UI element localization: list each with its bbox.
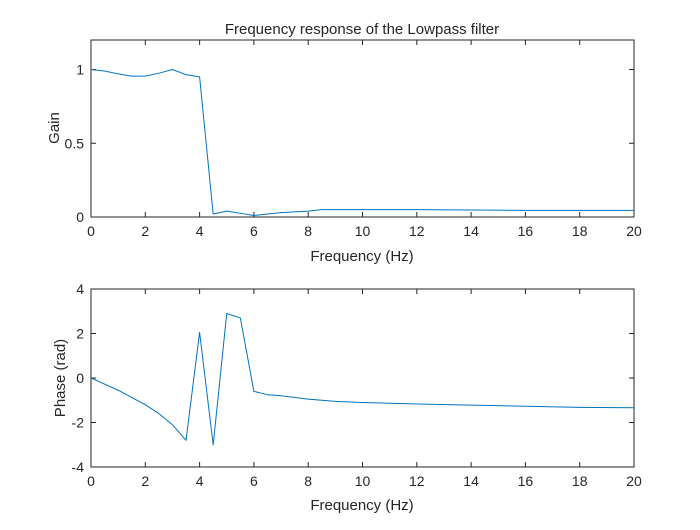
gain-x-tick-label: 12 bbox=[409, 223, 425, 239]
phase-y-tick-label: 4 bbox=[76, 281, 84, 297]
phase-x-tick-label: 8 bbox=[304, 473, 312, 489]
phase-axes-box bbox=[90, 288, 635, 468]
gain-y-axis-label: Gain bbox=[46, 112, 63, 144]
phase-y-tick-label: 2 bbox=[76, 326, 84, 342]
phase-x-tick-label: 20 bbox=[626, 473, 642, 489]
gain-y-tick-label: 0.5 bbox=[65, 135, 85, 151]
phase-x-axis-label: Frequency (Hz) bbox=[310, 497, 413, 514]
gain-x-tick-label: 0 bbox=[87, 223, 95, 239]
gain-x-axis-label: Frequency (Hz) bbox=[310, 248, 413, 265]
gain-y-tick-label: 0 bbox=[76, 209, 84, 225]
gain-series-line bbox=[90, 69, 634, 217]
phase-y-tick-label: 0 bbox=[76, 370, 84, 386]
gain-x-tick-label: 16 bbox=[518, 223, 534, 239]
phase-x-tick-label: 10 bbox=[355, 473, 371, 489]
gain-axes-box bbox=[90, 39, 635, 218]
gain-x-tick-label: 4 bbox=[196, 223, 204, 239]
gain-x-tick-label: 2 bbox=[141, 223, 149, 239]
phase-subplot: Frequency (Hz) Phase (rad) 0 2 4 6 8 10 12 14 16… bbox=[52, 281, 642, 514]
phase-x-tick-label: 2 bbox=[141, 473, 149, 489]
gain-x-tick-label: 20 bbox=[626, 223, 642, 239]
phase-series-line bbox=[90, 312, 635, 446]
gain-y-tick-label: 1 bbox=[76, 62, 84, 78]
phase-y-axis-label: Phase (rad) bbox=[52, 339, 69, 417]
gain-x-tick-label: 8 bbox=[304, 223, 312, 239]
gain-x-tick-label: 6 bbox=[250, 223, 258, 239]
gain-x-tick-label: 14 bbox=[463, 223, 479, 239]
gain-x-tick-label: 10 bbox=[355, 223, 371, 239]
phase-x-tick-label: 4 bbox=[196, 473, 204, 489]
gain-plot-title: Frequency response of the Lowpass filter bbox=[225, 21, 499, 38]
gain-x-tick-label: 18 bbox=[572, 223, 588, 239]
phase-y-tick-label: -4 bbox=[72, 459, 85, 475]
phase-x-tick-label: 16 bbox=[518, 473, 534, 489]
phase-x-tick-label: 6 bbox=[250, 473, 258, 489]
phase-x-tick-label: 18 bbox=[572, 473, 588, 489]
phase-x-tick-label: 0 bbox=[87, 473, 95, 489]
phase-y-tick-label: -2 bbox=[72, 415, 85, 431]
phase-x-tick-label: 12 bbox=[409, 473, 425, 489]
gain-subplot: Frequency response of the Lowpass filter… bbox=[46, 21, 642, 265]
phase-x-tick-label: 14 bbox=[463, 473, 479, 489]
